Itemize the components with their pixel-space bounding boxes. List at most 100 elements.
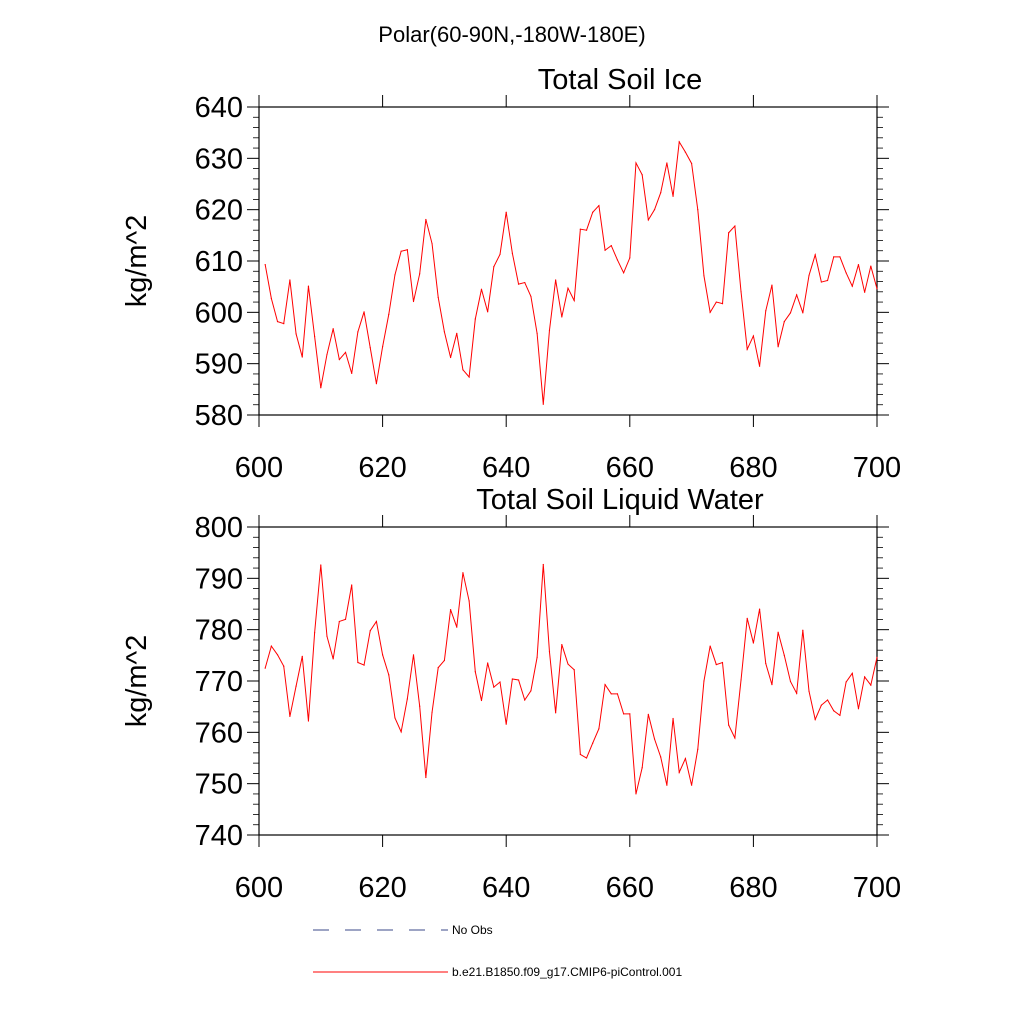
data-point <box>870 265 872 267</box>
data-point <box>406 249 408 251</box>
data-point <box>567 287 569 289</box>
data-point <box>480 699 483 702</box>
x-tick-label: 660 <box>606 452 654 484</box>
data-point <box>709 645 711 647</box>
data-point <box>728 724 730 726</box>
data-point <box>616 693 619 695</box>
data-point <box>641 174 643 176</box>
x-tick-label: 640 <box>482 872 530 904</box>
data-point <box>796 692 798 694</box>
data-point <box>332 328 334 330</box>
data-point <box>499 681 501 683</box>
data-point <box>555 712 557 714</box>
data-point <box>864 291 866 293</box>
data-point <box>524 281 526 284</box>
data-point <box>845 681 847 683</box>
y-tick-label: 590 <box>195 349 243 381</box>
data-point <box>703 680 705 682</box>
chart-title: Total Soil Ice <box>538 64 702 96</box>
data-point <box>771 284 773 286</box>
x-tick-label: 700 <box>853 872 901 904</box>
y-tick-label: 780 <box>195 615 243 647</box>
chart-panel-2: Total Soil Liquid Water kg/m^2 600 620 640 66… <box>121 484 901 904</box>
figure-suptitle: Polar(60-90N,-180W-180E) <box>378 22 645 47</box>
data-point <box>437 296 439 299</box>
data-point <box>517 679 520 681</box>
data-point <box>814 254 816 256</box>
data-point <box>499 253 501 255</box>
data-point <box>691 162 693 165</box>
data-point <box>734 225 736 227</box>
data-point <box>449 609 452 611</box>
data-point <box>573 669 575 671</box>
series-line-1 <box>264 140 878 405</box>
data-point <box>388 313 390 315</box>
data-point <box>820 281 822 283</box>
legend-item-2: b.e21.B1850.f09_g17.CMIP6-piControl.001 <box>313 965 682 979</box>
data-point <box>548 651 551 653</box>
y-tick-label: 800 <box>195 512 243 544</box>
y-tick-label: 620 <box>195 195 243 227</box>
data-point <box>382 346 384 348</box>
data-point <box>517 283 520 285</box>
data-point <box>536 332 538 334</box>
data-point <box>344 351 347 353</box>
data-point <box>740 679 742 681</box>
data-point <box>449 356 452 359</box>
data-point <box>555 279 557 281</box>
data-point <box>425 218 427 221</box>
data-point <box>771 683 773 686</box>
data-point <box>876 288 878 290</box>
data-point <box>721 661 724 664</box>
data-point <box>573 299 575 302</box>
data-point <box>691 784 693 786</box>
data-point <box>826 699 829 701</box>
data-point <box>351 372 353 375</box>
data-point <box>765 310 767 312</box>
data-point <box>734 737 736 739</box>
data-point <box>505 723 507 725</box>
data-point <box>270 645 272 647</box>
data-point <box>412 300 415 303</box>
data-point <box>548 329 551 331</box>
data-point <box>758 365 761 367</box>
data-point <box>307 285 310 287</box>
data-point <box>314 632 316 634</box>
data-point <box>728 232 730 234</box>
data-point <box>289 715 291 718</box>
x-tick-label: 600 <box>235 872 283 904</box>
data-point <box>283 665 285 667</box>
data-point <box>276 654 279 656</box>
data-point <box>400 731 402 733</box>
data-point <box>666 784 668 786</box>
data-point <box>697 748 699 750</box>
data-point <box>301 655 303 657</box>
data-point <box>660 756 662 758</box>
data-point <box>672 717 674 720</box>
x-tick-label: 700 <box>853 452 901 484</box>
data-point <box>709 311 711 313</box>
y-tick-label: 630 <box>195 143 243 175</box>
data-point <box>678 141 680 143</box>
x-tick-label: 620 <box>358 452 406 484</box>
data-point <box>746 348 748 350</box>
data-point <box>456 626 458 628</box>
data-point <box>283 323 285 325</box>
data-point <box>697 209 699 211</box>
data-point <box>721 303 724 305</box>
data-point <box>530 295 532 298</box>
data-point <box>585 757 588 759</box>
data-point <box>363 311 365 313</box>
data-point <box>672 195 674 197</box>
data-point <box>610 245 612 247</box>
data-point <box>592 211 594 213</box>
data-point <box>826 279 829 282</box>
data-point <box>295 685 297 687</box>
data-point <box>351 584 353 586</box>
data-point <box>431 711 433 713</box>
data-point <box>561 316 563 318</box>
data-point <box>443 331 445 333</box>
data-point <box>598 204 600 207</box>
data-point <box>864 676 866 678</box>
data-point <box>480 288 483 290</box>
